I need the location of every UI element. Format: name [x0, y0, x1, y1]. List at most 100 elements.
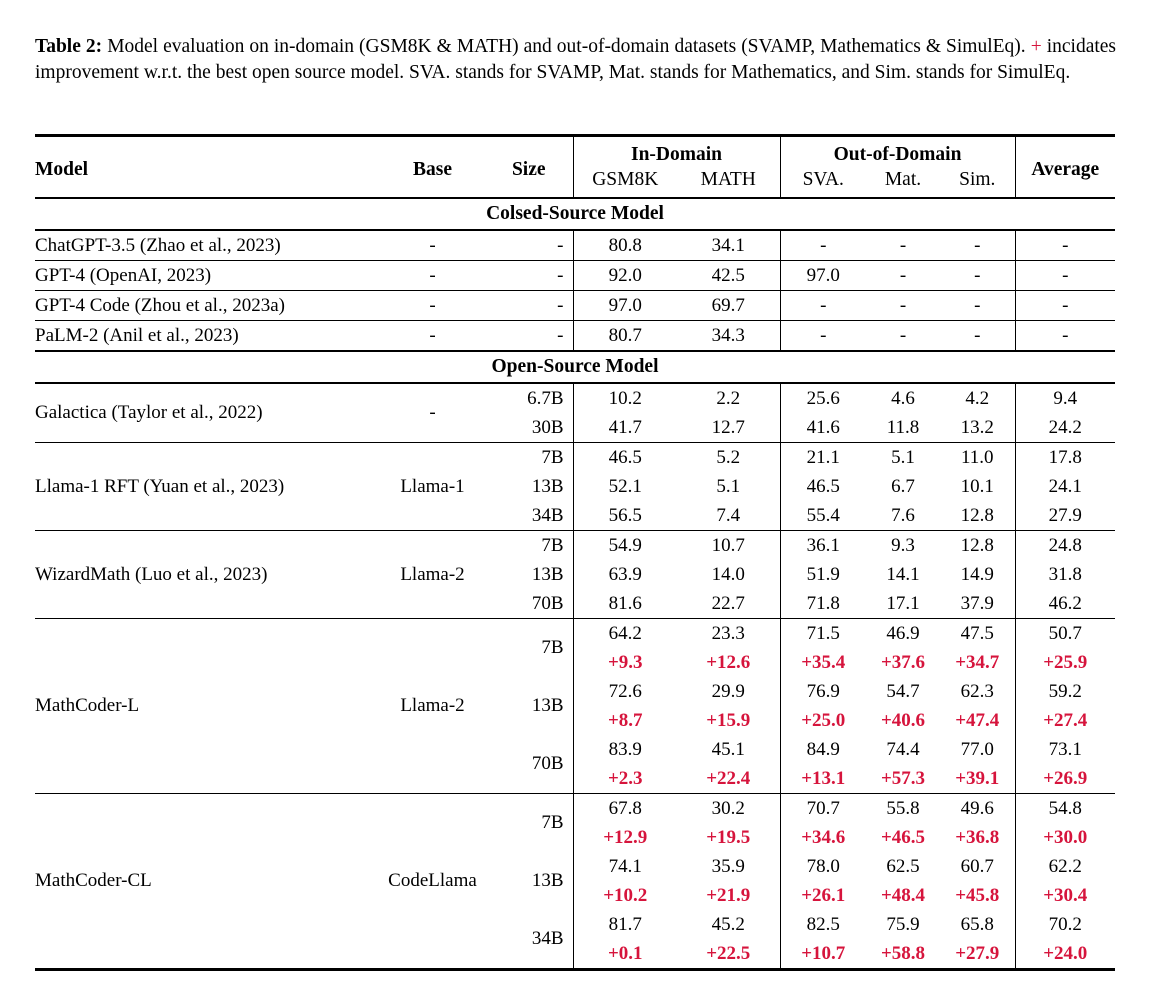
table-row: WizardMath (Luo et al., 2023) Llama-2 7B 54… — [35, 530, 1116, 619]
metric-cell: 5.1 — [866, 442, 940, 472]
metric-cell: 46.5 — [779, 472, 866, 501]
metric-cell: 71.8 — [779, 589, 866, 619]
table-row: PaLM-2 (Anil et al., 2023) - -80.7 34.3- - - - — [35, 320, 1116, 351]
size-cell: 13B — [531, 475, 564, 497]
metric-cell: 34.3 — [677, 320, 780, 351]
improvement-cell: +21.9 — [706, 884, 751, 906]
table-row: Llama-1 RFT (Yuan et al., 2023) Llama-1 7B… — [35, 442, 1116, 531]
size-cell: - — [485, 320, 573, 351]
metric-cell: 21.1 — [779, 442, 866, 472]
metric-cell: - — [866, 229, 940, 261]
metric-cell: 35.9 — [711, 855, 745, 877]
metric-cell: 47.5 — [940, 618, 1016, 648]
base-cell: Llama-2 — [380, 530, 485, 619]
table-row: ChatGPT-3.5 (Zhao et al., 2023) - -80.8 34.… — [35, 229, 1116, 261]
improvement-cell: +15.9 — [706, 709, 751, 731]
metric-cell: 67.8 — [572, 793, 677, 823]
base-cell: Llama-2 — [380, 618, 485, 794]
metric-cell: 10.1 — [960, 475, 994, 497]
improvement-cell: +34.7 — [955, 651, 1000, 673]
metric-cell: 55.4 — [779, 501, 866, 531]
metric-cell: 80.7 — [572, 320, 677, 351]
improvement-cell: +26.9 — [1014, 764, 1116, 794]
improvement-cell: +46.5 — [880, 826, 926, 848]
metric-cell: 52.1 — [572, 472, 677, 501]
metric-cell: 82.5 — [779, 910, 866, 939]
table-row: MathCoder-CL CodeLlama 7B 67.8 30.2 70.7 55.8 4… — [35, 793, 1116, 970]
improvement-cell: +45.8 — [955, 884, 1000, 906]
metric-cell: 46.2 — [1014, 589, 1116, 619]
improvement-cell: +25.9 — [1014, 648, 1116, 677]
improvement-row: +12.9 +19.5 +34.6 +46.5 +36.8 +30.0 — [35, 823, 1116, 852]
table-row: 30B 41.7 12.7 41.6 11.8 13.2 24.2 — [35, 413, 1116, 443]
metric-cell: 62.5 — [886, 855, 920, 877]
model-name-cell: Galactica (Taylor et al., 2022) — [35, 382, 380, 443]
metric-cell: 55.8 — [866, 793, 940, 823]
metric-cell: 59.2 — [1014, 677, 1116, 706]
metric-cell: 81.7 — [572, 910, 677, 939]
improvement-cell: +39.1 — [955, 767, 1000, 789]
metric-cell: 2.2 — [677, 382, 780, 413]
metric-cell: 14.9 — [960, 563, 994, 585]
size-cell: - — [485, 290, 573, 321]
metric-cell: - — [866, 290, 940, 321]
caption-text-2: incidates improvement w.r.t. the best op… — [35, 35, 1117, 83]
metric-cell: 27.9 — [1014, 501, 1116, 531]
improvement-cell: +26.1 — [779, 881, 866, 910]
metric-cell: 22.7 — [711, 592, 745, 614]
improvement-cell: +27.4 — [1014, 706, 1116, 735]
metric-cell: 54.8 — [1014, 793, 1116, 823]
improvement-cell: +40.6 — [880, 709, 926, 731]
metric-cell: 83.9 — [572, 735, 677, 764]
column-header-model: Model — [35, 158, 89, 180]
metric-cell: 7.6 — [891, 504, 915, 526]
table-row: GPT-4 Code (Zhou et al., 2023a) - -97.0 69.… — [35, 290, 1116, 321]
improvement-cell: +22.4 — [706, 767, 751, 789]
improvement-cell: +13.1 — [779, 764, 866, 794]
improvement-cell: +58.8 — [880, 942, 926, 964]
improvement-cell: +0.1 — [572, 939, 677, 970]
metric-cell: 14.0 — [711, 563, 745, 585]
metric-cell: - — [940, 260, 1016, 291]
model-name-cell: MathCoder-L — [35, 618, 380, 794]
improvement-cell: +24.0 — [1014, 939, 1116, 970]
improvement-cell: +47.4 — [955, 709, 1000, 731]
metric-cell: 9.3 — [866, 530, 940, 560]
metric-cell: 11.8 — [886, 416, 920, 438]
improvement-cell: +48.4 — [880, 884, 926, 906]
improvement-cell: +22.5 — [706, 942, 751, 964]
model-name-cell: ChatGPT-3.5 (Zhao et al., 2023) — [35, 229, 380, 261]
metric-cell: 64.2 — [572, 618, 677, 648]
model-name-cell: Llama-1 RFT (Yuan et al., 2023) — [35, 442, 380, 531]
metric-cell: 54.9 — [572, 530, 677, 560]
improvement-cell: +19.5 — [706, 826, 751, 848]
metric-cell: 56.5 — [572, 501, 677, 531]
improvement-cell: +2.3 — [572, 764, 677, 794]
model-name-cell: MathCoder-CL — [35, 793, 380, 970]
column-header-mat: Mat. — [866, 168, 940, 199]
column-header-size: Size — [511, 158, 546, 180]
metric-cell: 37.9 — [960, 592, 994, 614]
metric-cell: 74.1 — [572, 852, 677, 881]
table-row: 34B 81.7 45.2 82.5 75.9 65.8 70.2 — [35, 910, 1116, 949]
metric-cell: 71.5 — [779, 618, 866, 648]
metric-cell: 97.0 — [779, 260, 866, 291]
metric-cell: 81.6 — [572, 589, 677, 619]
metric-cell: 92.0 — [572, 260, 677, 291]
metric-cell: 62.2 — [1014, 852, 1116, 881]
metric-cell: 73.1 — [1014, 735, 1116, 764]
metric-cell: 29.9 — [711, 680, 745, 702]
metric-cell: 74.4 — [886, 738, 920, 760]
metric-cell: - — [779, 320, 866, 351]
improvement-row: +0.1 +22.5 +10.7 +58.8 +27.9 +24.0 — [35, 939, 1116, 970]
metric-cell: 5.1 — [716, 475, 741, 497]
metric-cell: 80.8 — [572, 229, 677, 261]
size-cell: 13B — [531, 870, 564, 891]
table-row: 70B 83.9 45.1 84.9 74.4 77.0 73.1 — [35, 735, 1116, 774]
improvement-cell: +10.7 — [779, 939, 866, 970]
size-cell: 7B — [485, 530, 573, 560]
base-cell: - — [380, 229, 485, 261]
size-cell: 7B — [485, 618, 573, 677]
metric-cell: 76.9 — [779, 677, 866, 706]
